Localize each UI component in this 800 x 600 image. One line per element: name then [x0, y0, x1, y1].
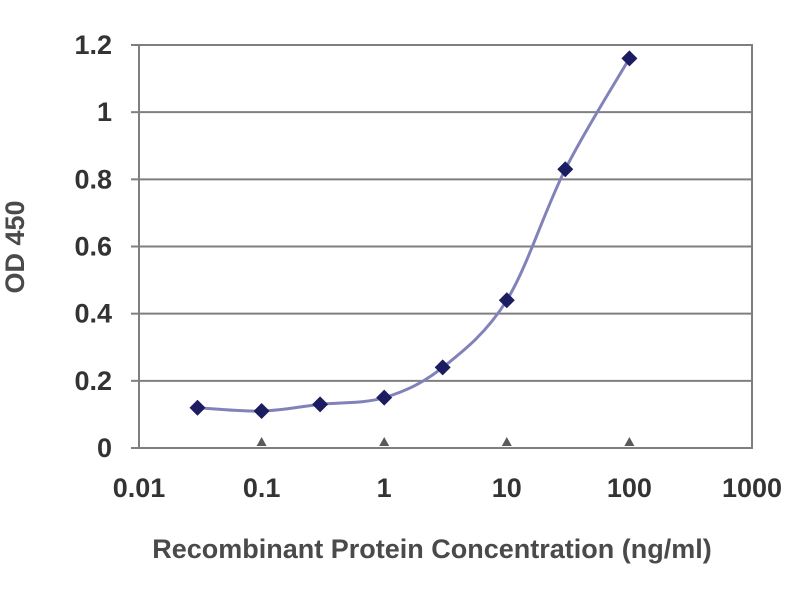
gridlines	[139, 44, 752, 449]
x-tick-label: 1	[377, 473, 392, 503]
data-point-marker	[376, 389, 393, 406]
axis-ticks	[131, 44, 635, 449]
x-tick-label: 1000	[722, 473, 782, 503]
x-tick-mark	[624, 437, 635, 446]
y-tick-label: 0.6	[74, 232, 112, 262]
y-tick-label: 1	[97, 97, 112, 127]
x-axis-title: Recombinant Protein Concentration (ng/ml…	[152, 534, 712, 564]
data-point-marker	[557, 161, 574, 178]
tick-labels: 0 0.2 0.4 0.6 0.8 1 1.2 0.01 0.1 1 10 100 1000	[74, 30, 782, 503]
y-tick-label: 1.2	[74, 30, 112, 60]
x-tick-label: 10	[492, 473, 522, 503]
x-tick-label: 100	[607, 473, 652, 503]
x-tick-mark	[501, 437, 512, 446]
x-tick-mark	[379, 437, 390, 446]
plot-area-border	[138, 44, 753, 449]
data-point-marker	[434, 359, 451, 376]
data-point-marker	[621, 50, 638, 67]
x-tick-label: 0.01	[113, 473, 166, 503]
data-point-marker	[253, 403, 270, 420]
data-series	[189, 50, 638, 420]
data-point-marker	[189, 399, 206, 416]
y-tick-label: 0	[97, 433, 112, 463]
data-point-marker	[312, 396, 329, 413]
x-tick-mark	[256, 437, 267, 446]
data-point-marker	[498, 292, 515, 309]
y-tick-label: 0.4	[74, 299, 112, 329]
y-tick-label: 0.8	[74, 164, 112, 194]
y-axis-title: OD 450	[0, 200, 30, 293]
x-tick-label: 0.1	[243, 473, 281, 503]
y-tick-label: 0.2	[74, 366, 112, 396]
